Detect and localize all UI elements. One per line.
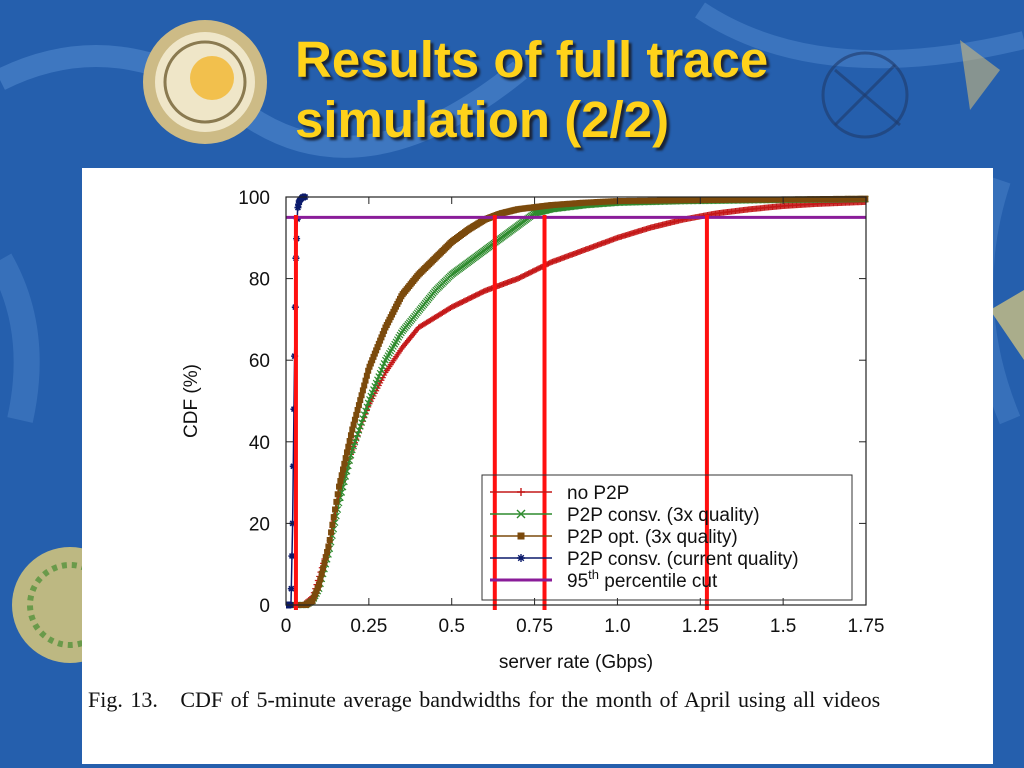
x-tick-label: 1.25 — [682, 616, 719, 637]
legend-label: P2P opt. (3x quality) — [567, 527, 738, 548]
figure-caption: Fig. 13. CDF of 5-minute average bandwid… — [88, 687, 881, 712]
legend-entry-2: P2P opt. (3x quality) — [490, 527, 738, 548]
series-layer — [286, 193, 869, 609]
legend-entry-4: 95th percentile cut — [490, 567, 718, 592]
legend-swatch-marker — [517, 532, 525, 540]
y-tick-label: 40 — [249, 433, 270, 454]
x-tick-label: 0.75 — [516, 616, 553, 637]
legend-entry-0: no P2P — [490, 483, 629, 504]
y-tick-label: 60 — [249, 351, 270, 372]
legend-box — [481, 474, 853, 601]
legend-label: P2P consv. (current quality) — [567, 549, 799, 570]
legend-label: 95th percentile cut — [567, 567, 718, 592]
axes: 0 0.25 0.5 0.75 1.0 1.25 1.5 1.75 0 20 40 60 80 100 se… — [181, 188, 884, 673]
y-tick-label: 20 — [249, 514, 270, 535]
legend-entry-1: P2P consv. (3x quality) — [490, 505, 760, 526]
x-tick-label: 0.25 — [350, 616, 387, 637]
y-axis-label: CDF (%) — [181, 364, 202, 438]
vertical-cut-lines — [293, 215, 709, 610]
x-axis-label: server rate (Gbps) — [499, 652, 653, 673]
plot-border — [285, 196, 867, 606]
x-tick-label: 1.75 — [848, 616, 885, 637]
plot-frame — [285, 196, 867, 606]
legend-swatch-marker — [517, 554, 525, 562]
series-2 — [286, 195, 869, 608]
x-tick-label: 1.5 — [770, 616, 796, 637]
x-tick-label: 0 — [281, 616, 292, 637]
y-tick-label: 0 — [259, 596, 270, 617]
slide-title: Results of full trace simulation (2/2) — [295, 30, 935, 150]
slide-title-line-2: simulation (2/2) — [295, 91, 670, 148]
legend-entry-3: P2P consv. (current quality) — [490, 549, 799, 570]
x-tick-label: 1.0 — [604, 616, 630, 637]
x-tick-label: 0.5 — [439, 616, 465, 637]
legend-swatch-marker — [516, 509, 526, 519]
legend-swatch-marker — [517, 488, 525, 496]
y-tick-label: 80 — [249, 270, 270, 291]
slide-title-line-1: Results of full trace — [295, 31, 769, 88]
y-tick-label: 100 — [238, 188, 270, 209]
cdf-chart: 0 0.25 0.5 0.75 1.0 1.25 1.5 1.75 0 20 40 60 80 100 se… — [181, 188, 884, 673]
figure-panel: 0 0.25 0.5 0.75 1.0 1.25 1.5 1.75 0 20 40 60 80 100 se… — [82, 168, 993, 764]
legend-label: P2P consv. (3x quality) — [567, 505, 760, 526]
legend-label: no P2P — [567, 483, 629, 504]
